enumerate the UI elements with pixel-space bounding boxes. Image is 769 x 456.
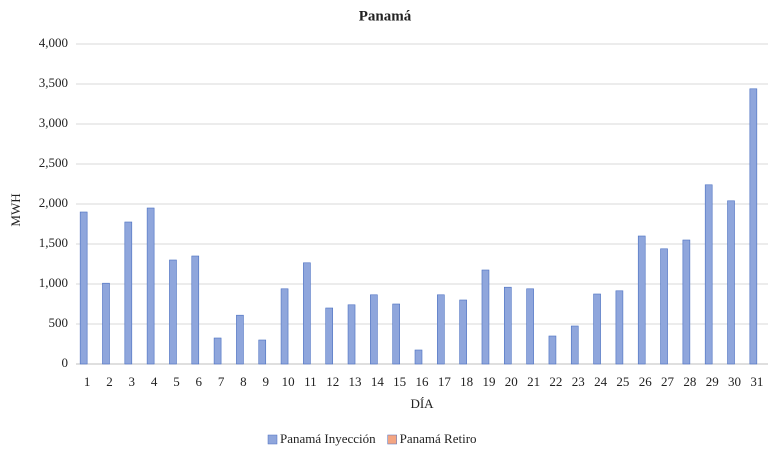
bar	[325, 307, 334, 365]
x-tick-label: 4	[151, 374, 158, 389]
x-tick-label: 7	[218, 374, 225, 389]
bar	[169, 259, 177, 365]
bar	[236, 314, 244, 365]
bar	[303, 262, 311, 365]
y-tick-label: 1,500	[39, 235, 68, 250]
bar	[437, 294, 445, 365]
bar	[258, 339, 267, 365]
y-tick-label: 3,500	[39, 75, 68, 90]
bar	[191, 255, 200, 365]
x-tick-label: 1	[84, 374, 91, 389]
x-tick-label: 13	[349, 374, 362, 389]
x-tick-label: 12	[326, 374, 339, 389]
x-tick-label: 24	[594, 374, 608, 389]
bar	[414, 349, 423, 365]
x-tick-label: 29	[706, 374, 719, 389]
legend-swatch	[387, 434, 397, 445]
x-tick-label: 23	[572, 374, 585, 389]
bar	[370, 294, 378, 365]
x-axis-label: DÍA	[410, 396, 434, 411]
x-tick-label: 28	[683, 374, 696, 389]
x-tick-label: 27	[661, 374, 675, 389]
x-tick-label: 31	[750, 374, 763, 389]
bar	[79, 211, 88, 365]
y-tick-label: 2,000	[39, 195, 68, 210]
x-tick-label: 22	[549, 374, 562, 389]
bar	[548, 335, 557, 365]
bar	[481, 269, 490, 365]
x-tick-label: 18	[460, 374, 473, 389]
bar	[213, 337, 222, 365]
bar	[102, 282, 110, 365]
x-tick-label: 26	[639, 374, 653, 389]
y-axis-label: MWH	[8, 193, 23, 226]
x-tick-label: 25	[616, 374, 629, 389]
x-tick-label: 5	[173, 374, 180, 389]
x-tick-label: 9	[262, 374, 269, 389]
x-tick-label: 6	[196, 374, 203, 389]
y-tick-label: 500	[49, 315, 69, 330]
bar	[124, 221, 133, 365]
x-tick-label: 14	[371, 374, 385, 389]
bar	[347, 304, 356, 365]
bar	[704, 184, 713, 365]
bar	[660, 248, 668, 365]
bar	[526, 288, 534, 365]
bar	[459, 299, 467, 365]
bar	[682, 239, 691, 365]
bar	[637, 235, 646, 365]
x-tick-label: 16	[416, 374, 430, 389]
legend-label: Panamá Inyección	[280, 431, 376, 446]
y-tick-label: 0	[62, 355, 69, 370]
x-tick-label: 8	[240, 374, 247, 389]
x-tick-label: 10	[282, 374, 295, 389]
bar	[615, 290, 624, 365]
x-tick-label: 30	[728, 374, 741, 389]
bar	[503, 286, 512, 365]
y-tick-label: 2,500	[39, 155, 68, 170]
x-tick-label: 21	[527, 374, 540, 389]
x-tick-label: 15	[393, 374, 406, 389]
bar	[749, 88, 758, 365]
bar	[570, 325, 579, 365]
bar	[727, 200, 735, 365]
bar	[392, 303, 400, 365]
x-tick-label: 11	[304, 374, 317, 389]
bar	[593, 293, 601, 365]
chart-title: Panamá	[359, 8, 412, 24]
x-tick-label: 17	[438, 374, 452, 389]
bar	[146, 207, 155, 365]
y-tick-label: 4,000	[39, 35, 68, 50]
x-tick-label: 3	[129, 374, 136, 389]
x-tick-label: 2	[106, 374, 113, 389]
x-tick-label: 20	[505, 374, 518, 389]
bar	[280, 288, 289, 365]
legend-label: Panamá Retiro	[400, 431, 477, 446]
y-tick-label: 3,000	[39, 115, 68, 130]
x-tick-label: 19	[482, 374, 495, 389]
legend-swatch	[267, 434, 278, 445]
y-tick-label: 1,000	[39, 275, 68, 290]
